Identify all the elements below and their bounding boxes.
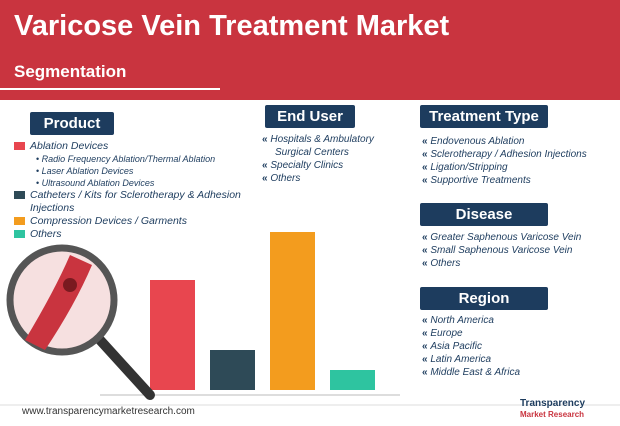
- product-item: Others: [14, 228, 244, 241]
- product-item: Catheters / Kits for Sclerotherapy & Adh…: [14, 189, 244, 215]
- list-item: Specialty Clinics: [262, 159, 402, 172]
- treatment-list: Endovenous AblationSclerotherapy / Adhes…: [422, 135, 617, 187]
- color-key: [14, 230, 25, 238]
- title: Varicose Vein Treatment Market: [14, 10, 450, 42]
- color-key: [14, 217, 25, 225]
- product-subitem: Radio Frequency Ablation/Thermal Ablatio…: [14, 153, 244, 165]
- list-item: Middle East & Africa: [422, 366, 617, 379]
- disease-list: Greater Saphenous Varicose VeinSmall Sap…: [422, 231, 617, 270]
- header-band: [0, 0, 620, 100]
- end-user-heading: End User: [265, 105, 355, 128]
- logo: Transparency: [520, 398, 586, 409]
- product-item: Compression Devices / Garments: [14, 215, 244, 228]
- disease-heading: Disease: [420, 203, 548, 226]
- bar-deco: [150, 280, 195, 390]
- product-heading: Product: [30, 112, 114, 135]
- list-item: Small Saphenous Varicose Vein: [422, 244, 617, 257]
- product-subitem: Ultrasound Ablation Devices: [14, 177, 244, 189]
- list-item: Europe: [422, 327, 617, 340]
- list-item: Endovenous Ablation: [422, 135, 617, 148]
- product-label: Compression Devices / Garments: [30, 215, 187, 227]
- subtitle-rule: [0, 88, 220, 90]
- product-subitem: Laser Ablation Devices: [14, 165, 244, 177]
- color-key: [14, 191, 25, 199]
- logo-sub: Market Research: [520, 410, 585, 419]
- magnifier: [6, 244, 118, 356]
- clot: [63, 278, 77, 292]
- bar-deco: [330, 370, 375, 390]
- subtitle: Segmentation: [14, 62, 127, 81]
- list-item: Hospitals & Ambulatory Surgical Centers: [262, 133, 402, 159]
- footer-url: www.transparencymarketresearch.com: [22, 406, 195, 417]
- color-key: [14, 142, 25, 150]
- product-item: Ablation Devices: [14, 140, 244, 153]
- magnifier-handle: [95, 335, 155, 400]
- product-label: Others: [30, 228, 62, 240]
- bar-deco: [210, 350, 255, 390]
- list-item: Latin America: [422, 353, 617, 366]
- list-item: Others: [262, 172, 402, 185]
- region-heading: Region: [420, 287, 548, 310]
- product-label: Catheters / Kits for Sclerotherapy & Adh…: [30, 189, 241, 214]
- list-item: North America: [422, 314, 617, 327]
- list-item: Sclerotherapy / Adhesion Injections: [422, 148, 617, 161]
- product-label: Ablation Devices: [30, 140, 109, 152]
- bar-deco: [270, 232, 315, 390]
- region-list: North AmericaEuropeAsia PacificLatin Ame…: [422, 314, 617, 379]
- list-item: Asia Pacific: [422, 340, 617, 353]
- list-item: Greater Saphenous Varicose Vein: [422, 231, 617, 244]
- list-item: Others: [422, 257, 617, 270]
- end-user-list: Hospitals & Ambulatory Surgical CentersS…: [262, 133, 402, 185]
- list-item: Supportive Treatments: [422, 174, 617, 187]
- product-list: Ablation DevicesRadio Frequency Ablation…: [14, 140, 244, 241]
- list-item: Ligation/Stripping: [422, 161, 617, 174]
- vein: [25, 255, 92, 350]
- treatment-heading: Treatment Type: [420, 105, 548, 128]
